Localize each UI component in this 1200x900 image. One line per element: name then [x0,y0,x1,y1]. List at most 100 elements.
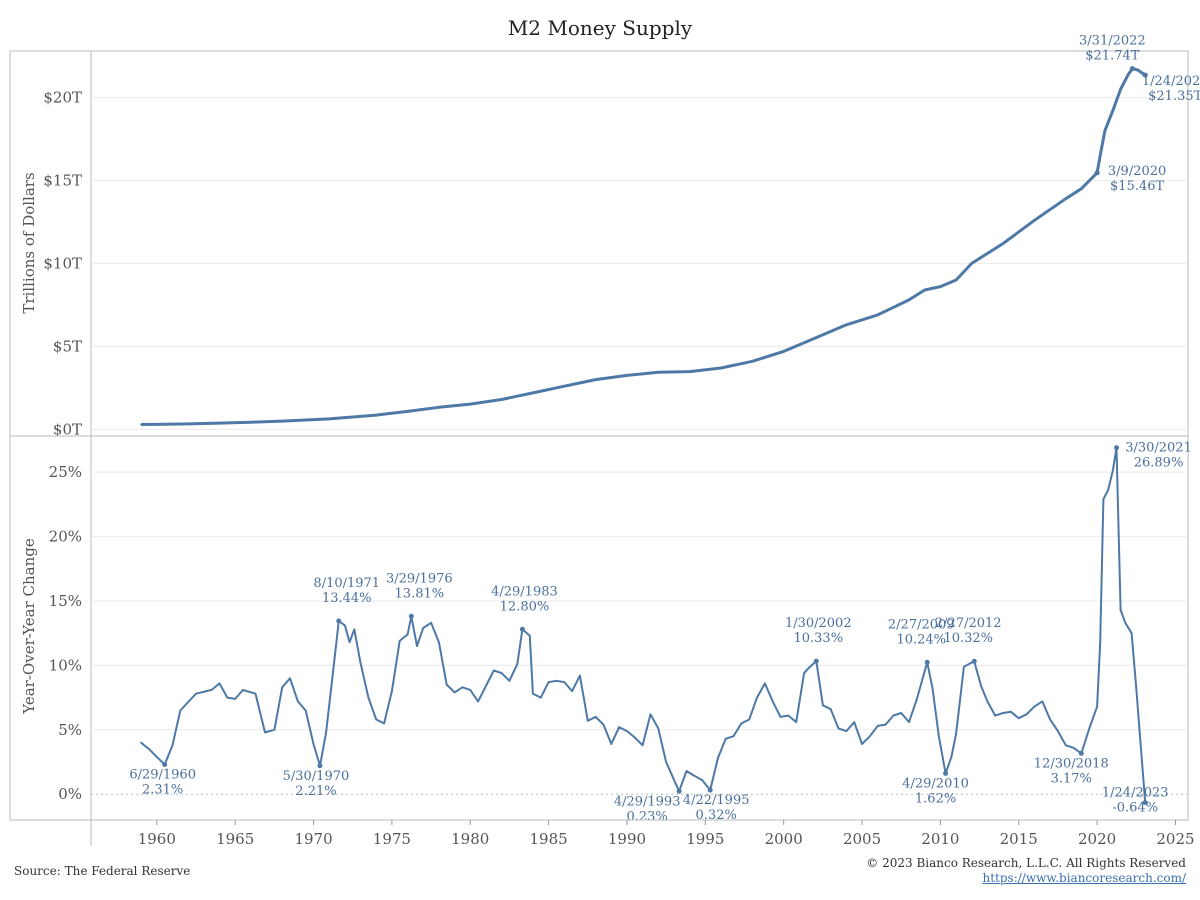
data-point [325,731,327,734]
annotation-label: 6/29/1960 2.31% [129,767,196,797]
data-point [950,755,953,758]
y-tick-label: $20T [43,88,82,106]
x-tick-label: 1985 [530,830,568,848]
data-point [756,696,758,699]
annotation-line: 4/22/1995 [683,793,750,808]
data-point [383,722,385,725]
data-point [980,685,983,687]
annotation-marker [1078,750,1084,756]
annotation-line: 12.80% [500,599,550,614]
data-point [1064,744,1067,747]
y-tick-label: 25% [49,463,82,481]
data-point [970,262,973,265]
data-point [1104,129,1106,132]
data-point [171,744,174,747]
data-point [406,633,409,636]
data-point [586,719,589,722]
annotation-line: 1/24/2023 [1142,74,1200,89]
x-tick-label: 2015 [1000,830,1038,848]
y-axis-title: Trillions of Dollars [20,172,38,313]
data-point [140,741,143,744]
x-tick-label: 1965 [216,830,254,848]
data-point [353,628,356,631]
data-point [594,716,597,718]
x-tick-label: 1975 [373,830,411,848]
data-point [430,621,432,624]
annotation-label: 8/10/1971 13.44% [313,576,380,606]
data-point [438,406,440,409]
annotation-line: 10.32% [943,631,993,646]
data-point [312,418,315,421]
x-tick-label: 1970 [294,830,332,848]
data-point [304,709,307,712]
data-point [312,743,315,745]
y-tick-label: $0T [53,420,82,438]
data-point [148,748,150,751]
data-point [1017,717,1020,720]
annotation-marker [1114,445,1120,451]
data-point [955,732,957,735]
y-tick-label: 15% [49,592,82,610]
annotation-label: 2/27/2012 10.32% [935,616,1002,646]
data-point [1088,727,1091,730]
data-point [701,779,704,781]
data-point [254,692,257,695]
data-point [868,735,871,738]
data-point [461,686,464,689]
data-point [771,700,774,703]
data-point [1080,187,1083,190]
annotation-line: 3/29/1976 [386,571,453,586]
y-tick-label: $5T [53,337,82,355]
data-point [1119,88,1122,91]
annotation-line: 26.89% [1134,456,1184,471]
data-point [665,761,668,763]
data-point [876,313,879,316]
data-point [994,714,997,717]
data-point [532,391,534,394]
data-point [685,770,688,772]
data-point [1049,718,1051,721]
data-point [500,672,503,675]
data-point [1099,154,1102,157]
data-point [821,704,824,707]
data-point [626,730,628,732]
annotation-marker [971,658,977,664]
data-point [508,679,511,682]
y-tick-label: 10% [49,656,82,674]
data-point [571,690,574,693]
data-point [539,696,542,699]
annotation-label: 2/27/2009 10.24% [888,617,955,647]
annotation-marker [813,658,819,664]
data-point [657,727,660,730]
data-point [516,663,519,665]
annotation-line: $21.74T [1085,49,1139,64]
annotation-marker [1129,66,1135,72]
data-point [748,718,751,721]
data-point [187,422,190,425]
data-point [939,285,942,288]
x-tick-label: 1990 [608,830,646,848]
data-point [787,714,790,717]
data-point [657,371,660,374]
data-point [633,736,636,739]
data-point [845,323,848,326]
data-point [795,721,798,723]
data-point [923,289,926,291]
data-point [296,700,299,703]
annotation-marker [1142,799,1148,805]
data-point [348,641,351,644]
annotation-label: 3/31/2022 $21.74T [1079,34,1146,64]
data-point [579,674,581,677]
data-point [563,681,566,684]
annotation-line: 13.44% [322,591,372,606]
annotation-marker [1094,170,1100,176]
data-point [438,641,440,644]
y-tick-label: $15T [43,171,82,189]
annotation-line: 4/29/2010 [902,776,969,791]
annotation-line: 4/29/1993 [614,794,681,809]
data-point [563,385,566,388]
annotation-marker [162,761,168,767]
annotation-marker [408,613,414,619]
data-point [1033,705,1036,708]
website-link[interactable]: https://www.biancoresearch.com/ [982,871,1186,885]
